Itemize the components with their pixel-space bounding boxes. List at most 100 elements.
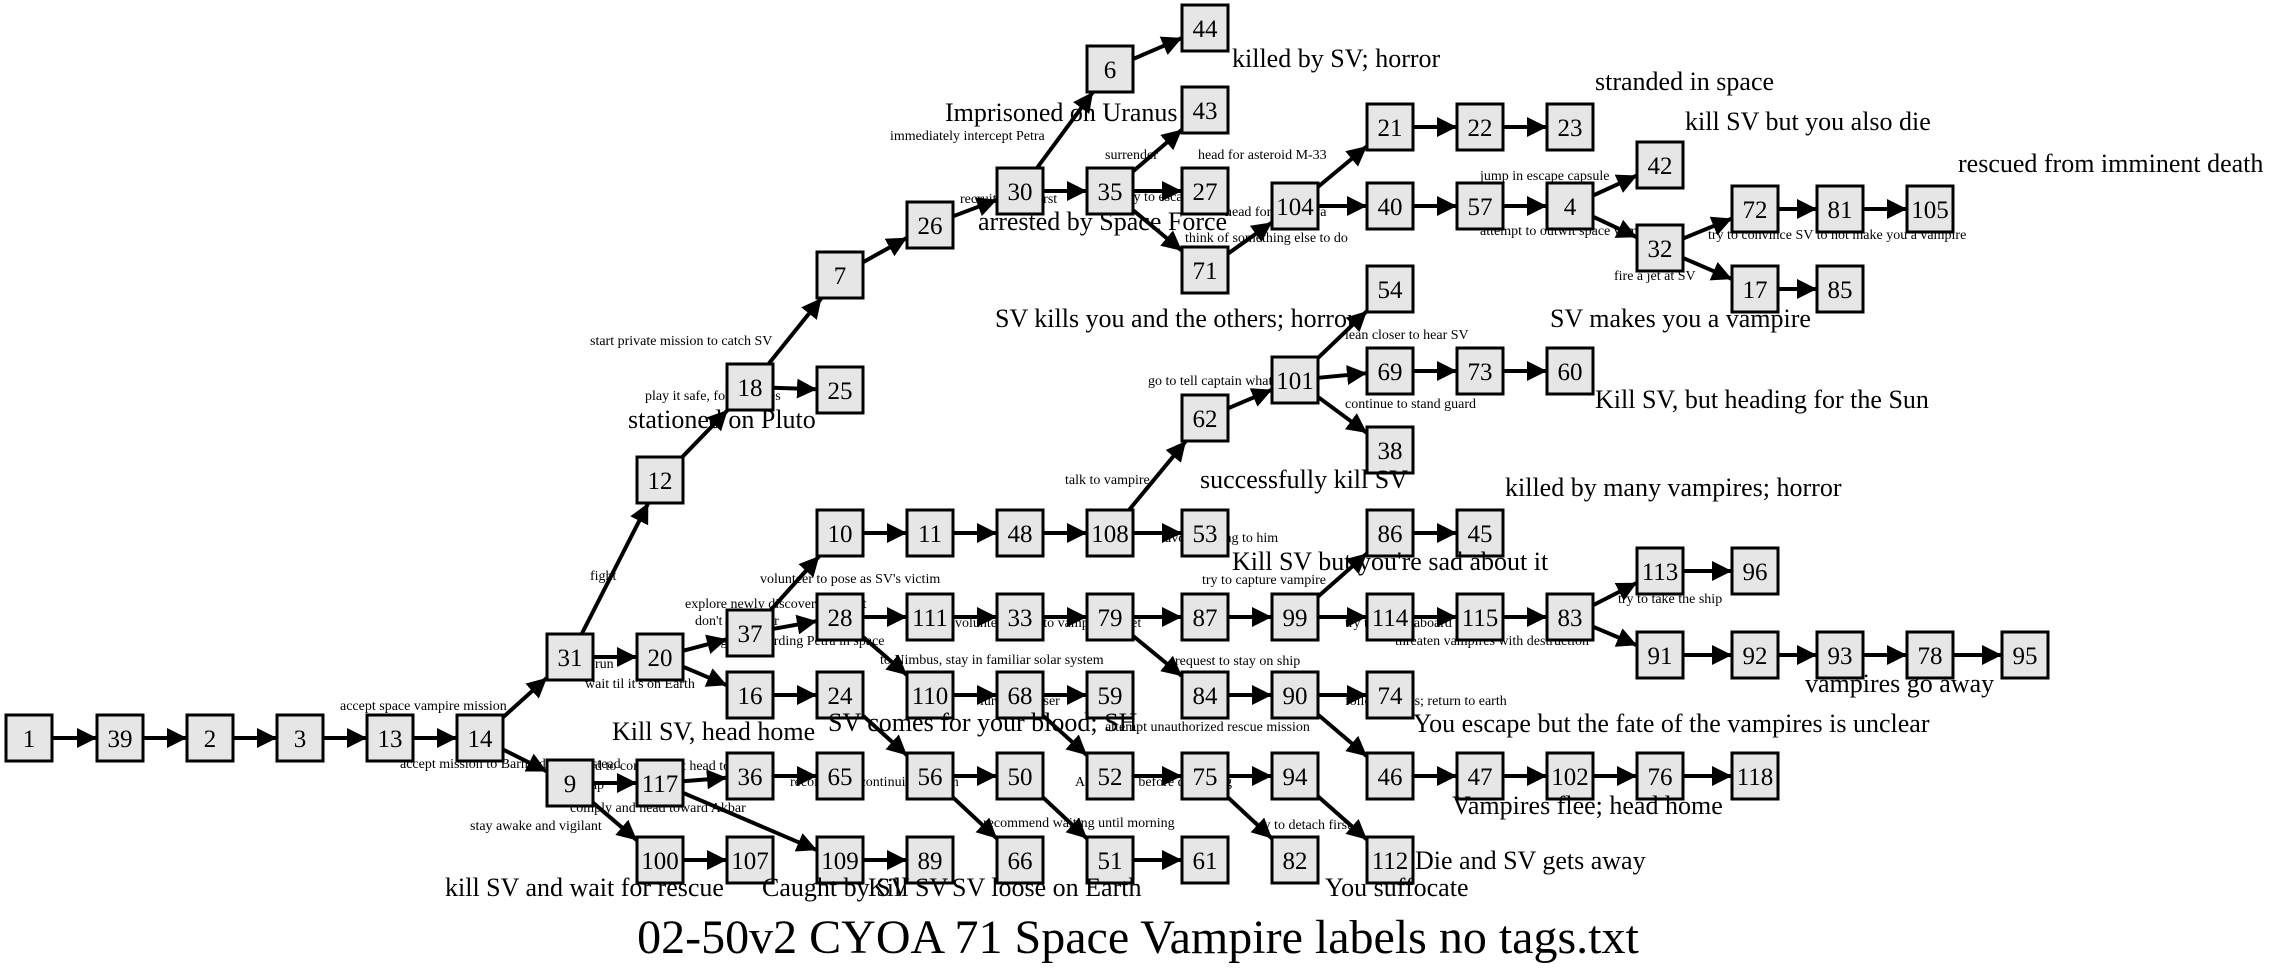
node-73[interactable]: 73	[1455, 346, 1505, 396]
node-27[interactable]: 27	[1180, 166, 1230, 216]
node-25[interactable]: 25	[815, 365, 865, 415]
node-86[interactable]: 86	[1365, 508, 1415, 558]
node-118[interactable]: 118	[1730, 751, 1780, 801]
node-108[interactable]: 108	[1085, 508, 1135, 558]
node-94[interactable]: 94	[1270, 751, 1320, 801]
node-3[interactable]: 3	[275, 713, 325, 763]
node-89[interactable]: 89	[905, 835, 955, 885]
node-95[interactable]: 95	[2000, 630, 2050, 680]
node-57[interactable]: 57	[1455, 181, 1505, 231]
node-104[interactable]: 104	[1270, 181, 1320, 231]
node-76[interactable]: 76	[1635, 751, 1685, 801]
node-101[interactable]: 101	[1270, 355, 1320, 405]
node-61[interactable]: 61	[1180, 835, 1230, 885]
node-72[interactable]: 72	[1730, 184, 1780, 234]
node-40[interactable]: 40	[1365, 181, 1415, 231]
node-105[interactable]: 105	[1905, 184, 1955, 234]
node-65[interactable]: 65	[815, 751, 865, 801]
node-71[interactable]: 71	[1180, 245, 1230, 295]
node-box	[1365, 508, 1415, 558]
node-23[interactable]: 23	[1545, 102, 1595, 152]
node-81[interactable]: 81	[1815, 184, 1865, 234]
node-107[interactable]: 107	[725, 835, 775, 885]
node-83[interactable]: 83	[1545, 592, 1595, 642]
node-109[interactable]: 109	[815, 835, 865, 885]
node-33[interactable]: 33	[995, 592, 1045, 642]
node-6[interactable]: 6	[1085, 44, 1135, 94]
node-1[interactable]: 1	[4, 713, 54, 763]
node-35[interactable]: 35	[1085, 166, 1135, 216]
node-113[interactable]: 113	[1635, 546, 1685, 596]
node-56[interactable]: 56	[905, 751, 955, 801]
node-2[interactable]: 2	[185, 713, 235, 763]
node-box	[1365, 425, 1415, 475]
node-85[interactable]: 85	[1815, 264, 1865, 314]
node-9[interactable]: 9	[545, 758, 595, 808]
node-79[interactable]: 79	[1085, 592, 1135, 642]
node-59[interactable]: 59	[1085, 670, 1135, 720]
node-47[interactable]: 47	[1455, 751, 1505, 801]
node-100[interactable]: 100	[635, 835, 685, 885]
node-102[interactable]: 102	[1545, 751, 1595, 801]
node-90[interactable]: 90	[1270, 670, 1320, 720]
node-74[interactable]: 74	[1365, 670, 1415, 720]
node-84[interactable]: 84	[1180, 670, 1230, 720]
node-36[interactable]: 36	[725, 751, 775, 801]
node-112[interactable]: 112	[1365, 835, 1415, 885]
node-60[interactable]: 60	[1545, 346, 1595, 396]
node-62[interactable]: 62	[1180, 393, 1230, 443]
node-75[interactable]: 75	[1180, 751, 1230, 801]
node-30[interactable]: 30	[995, 166, 1045, 216]
node-93[interactable]: 93	[1815, 630, 1865, 680]
node-53[interactable]: 53	[1180, 508, 1230, 558]
node-69[interactable]: 69	[1365, 346, 1415, 396]
node-66[interactable]: 66	[995, 835, 1045, 885]
node-44[interactable]: 44	[1180, 3, 1230, 53]
node-87[interactable]: 87	[1180, 592, 1230, 642]
edge-line	[766, 296, 824, 366]
node-114[interactable]: 114	[1365, 592, 1415, 642]
node-115[interactable]: 115	[1455, 592, 1505, 642]
node-117[interactable]: 117	[635, 758, 685, 808]
node-18[interactable]: 18	[725, 362, 775, 412]
node-16[interactable]: 16	[725, 670, 775, 720]
node-91[interactable]: 91	[1635, 630, 1685, 680]
node-68[interactable]: 68	[995, 670, 1045, 720]
node-96[interactable]: 96	[1730, 546, 1780, 596]
node-12[interactable]: 12	[635, 455, 685, 505]
node-26[interactable]: 26	[905, 200, 955, 250]
node-43[interactable]: 43	[1180, 85, 1230, 135]
node-10[interactable]: 10	[815, 508, 865, 558]
node-17[interactable]: 17	[1730, 264, 1780, 314]
node-11[interactable]: 11	[905, 508, 955, 558]
node-4[interactable]: 4	[1545, 181, 1595, 231]
node-22[interactable]: 22	[1455, 102, 1505, 152]
node-45[interactable]: 45	[1455, 508, 1505, 558]
node-46[interactable]: 46	[1365, 751, 1415, 801]
node-14[interactable]: 14	[455, 713, 505, 763]
node-7[interactable]: 7	[815, 250, 865, 300]
node-box	[995, 508, 1045, 558]
node-78[interactable]: 78	[1905, 630, 1955, 680]
node-21[interactable]: 21	[1365, 102, 1415, 152]
node-92[interactable]: 92	[1730, 630, 1780, 680]
node-13[interactable]: 13	[365, 713, 415, 763]
node-42[interactable]: 42	[1635, 140, 1685, 190]
node-50[interactable]: 50	[995, 751, 1045, 801]
node-20[interactable]: 20	[635, 632, 685, 682]
node-82[interactable]: 82	[1270, 835, 1320, 885]
node-110[interactable]: 110	[905, 670, 955, 720]
node-24[interactable]: 24	[815, 670, 865, 720]
node-51[interactable]: 51	[1085, 835, 1135, 885]
node-31[interactable]: 31	[545, 632, 595, 682]
node-52[interactable]: 52	[1085, 751, 1135, 801]
node-38[interactable]: 38	[1365, 425, 1415, 475]
node-32[interactable]: 32	[1635, 223, 1685, 273]
node-54[interactable]: 54	[1365, 264, 1415, 314]
node-39[interactable]: 39	[95, 713, 145, 763]
node-37[interactable]: 37	[725, 608, 775, 658]
node-48[interactable]: 48	[995, 508, 1045, 558]
node-28[interactable]: 28	[815, 592, 865, 642]
node-111[interactable]: 111	[905, 592, 955, 642]
node-99[interactable]: 99	[1270, 592, 1320, 642]
